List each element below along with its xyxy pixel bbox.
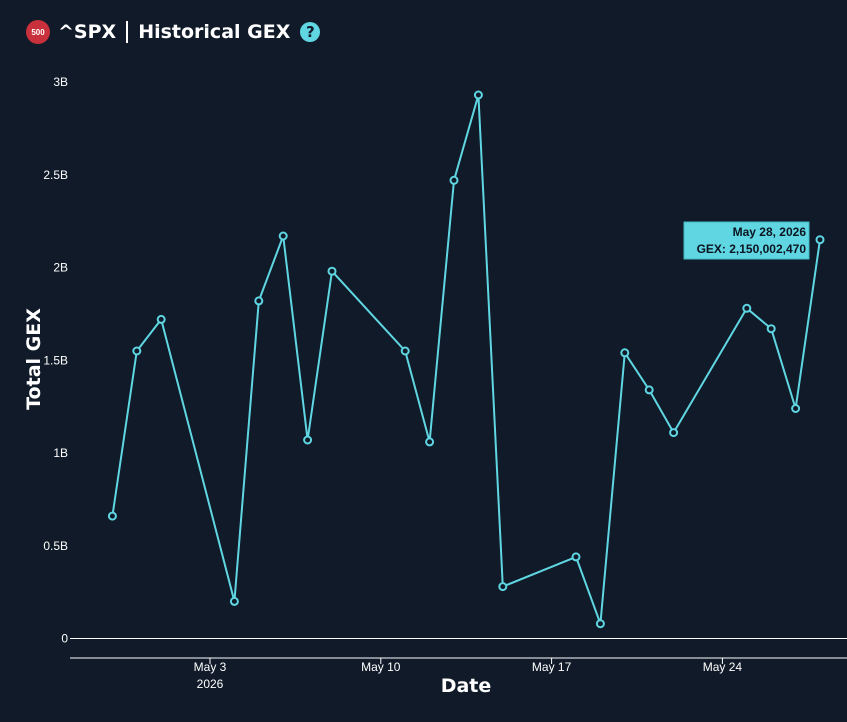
question-circle-icon[interactable]: ?	[300, 22, 321, 42]
y-tick-label: 0	[61, 632, 68, 646]
tooltip-box	[683, 221, 810, 260]
data-point	[498, 582, 508, 592]
y-tick-label: 3B	[53, 75, 68, 89]
tooltip-value: GEX: 2,150,002,470	[697, 242, 807, 256]
data-point	[449, 175, 459, 185]
data-point	[425, 437, 435, 447]
x-axis: May 3 2026 May 10 May 17 May 24	[70, 657, 847, 691]
y-tick-label: 0.5B	[43, 539, 68, 553]
y-tick-label: 2B	[53, 261, 68, 275]
data-point	[595, 619, 605, 629]
data-point	[303, 435, 313, 445]
data-point	[766, 324, 776, 334]
data-point	[254, 296, 264, 306]
chart-title: Historical GEX	[138, 21, 291, 43]
data-point	[400, 346, 410, 356]
data-point	[620, 348, 630, 358]
data-point	[132, 346, 142, 356]
data-point	[473, 90, 483, 100]
x-tick-label: May 10	[361, 660, 401, 674]
tooltip-date: May 28, 2026	[733, 225, 807, 239]
data-point	[278, 231, 288, 241]
data-point	[644, 385, 654, 395]
header-divider	[126, 21, 129, 43]
data-point	[156, 314, 166, 324]
series-line	[111, 94, 821, 625]
x-tick-sublabel: 2026	[197, 677, 224, 691]
x-axis-title: Date	[441, 675, 492, 697]
data-point	[327, 266, 337, 276]
y-tick-label: 1.5B	[43, 353, 68, 367]
ticker-symbol: ^SPX	[58, 21, 117, 43]
chart-header: 500 ^SPX Historical GEX ?	[26, 18, 321, 46]
series-layer	[107, 90, 825, 629]
data-point	[669, 428, 679, 438]
x-tick-label: May 3	[194, 660, 227, 674]
y-tick-label: 2.5B	[43, 168, 68, 182]
x-tick-label: May 17	[532, 660, 572, 674]
data-point	[791, 404, 801, 413]
tooltip: May 28, 2026 GEX: 2,150,002,470	[683, 221, 810, 260]
data-point	[229, 596, 239, 606]
data-point	[742, 303, 752, 313]
data-point	[815, 235, 825, 245]
data-point	[571, 552, 581, 562]
x-tick-label: May 24	[703, 660, 743, 674]
spx-badge-icon: 500	[26, 20, 50, 44]
y-axis-title: Total GEX	[23, 308, 45, 410]
y-tick-label: 1B	[53, 446, 68, 460]
data-point	[107, 511, 117, 521]
y-axis: 0 0.5B 1B 1.5B 2B 2.5B 3B	[43, 75, 68, 646]
